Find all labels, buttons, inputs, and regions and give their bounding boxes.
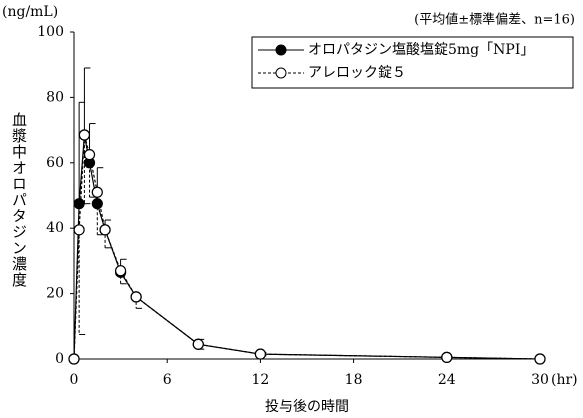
annotation: (平均値±標準偏差、n=16) (414, 12, 575, 28)
data-point (99, 224, 111, 236)
series-line (73, 134, 541, 360)
y-tick-label: 60 (46, 155, 64, 171)
data-point (91, 198, 103, 210)
y-tick-label: 100 (37, 24, 64, 40)
data-point (254, 348, 266, 360)
data-point (83, 149, 96, 161)
y-tick-label: 0 (55, 351, 64, 367)
legend-label: アレロック錠５ (308, 65, 406, 81)
legend: オロパタジン塩酸塩錠5mg「NPI」アレロック錠５ (251, 36, 574, 89)
series-line (73, 134, 541, 360)
legend-marker (275, 67, 287, 79)
data-point (68, 353, 80, 365)
data-point (73, 224, 85, 236)
x-tick-label: 12 (251, 372, 269, 388)
data-point (78, 129, 91, 141)
y-tick-label: 80 (46, 89, 64, 105)
x-tick-label: 24 (438, 372, 456, 388)
x-tick-label: 0 (70, 372, 79, 388)
y-tick-label: 40 (46, 220, 64, 236)
y-tick-label: 20 (46, 286, 64, 302)
legend-label: オロパタジン塩酸塩錠5mg「NPI」 (308, 42, 534, 58)
data-point (441, 351, 453, 363)
legend-box (251, 36, 574, 89)
data-point (534, 353, 546, 365)
y-unit: (ng/mL) (2, 4, 58, 20)
data-point (91, 186, 103, 198)
legend-marker (275, 44, 287, 56)
data-point (130, 291, 142, 303)
data-point (192, 338, 204, 350)
y-axis-label: 血漿中オロパタジン濃度 (10, 112, 28, 288)
x-axis-label: 投与後の時間 (265, 399, 349, 415)
x-tick-label: 18 (345, 372, 363, 388)
x-unit: (hr) (551, 372, 578, 388)
data-point (114, 265, 127, 277)
x-tick-label: 30 (531, 372, 549, 388)
x-tick-label: 6 (163, 372, 172, 388)
data-point (73, 198, 85, 210)
